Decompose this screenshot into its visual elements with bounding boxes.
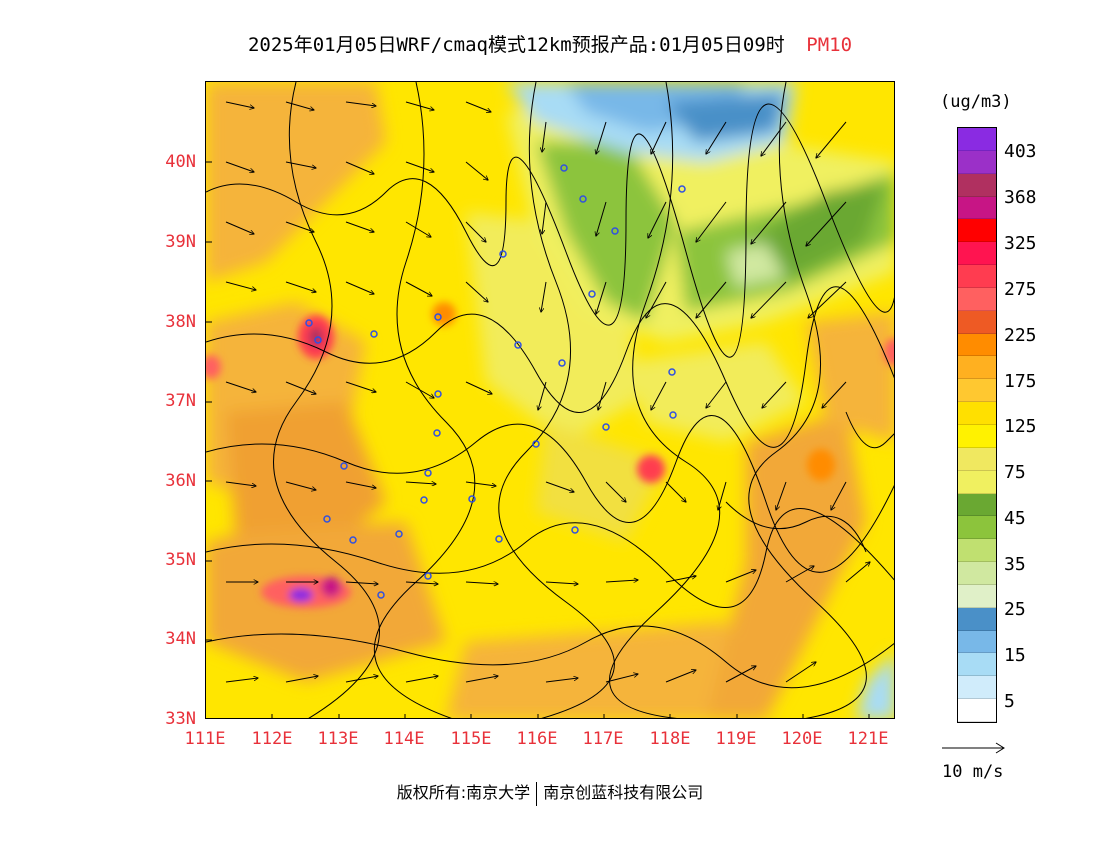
color-bar-swatch — [958, 310, 996, 334]
color-bar-swatch — [958, 242, 996, 266]
lon-label: 120E — [781, 729, 823, 749]
lat-label: 34N — [165, 629, 196, 649]
legend-label: 35 — [1004, 554, 1026, 575]
color-bar-swatch — [958, 196, 996, 220]
legend-label: 225 — [1004, 325, 1037, 346]
color-bar-swatch — [958, 584, 996, 608]
legend-label: 368 — [1004, 187, 1037, 208]
reference-vector-arrow — [942, 742, 1005, 754]
wind-vectors — [225, 101, 870, 683]
color-bar-swatch — [958, 150, 996, 174]
lat-label: 40N — [165, 152, 196, 172]
lon-label: 111E — [184, 729, 226, 749]
color-bar-swatch — [958, 653, 996, 677]
lat-label: 37N — [165, 391, 196, 411]
legend-label: 125 — [1004, 416, 1037, 437]
color-bar — [957, 127, 997, 723]
color-bar-swatch — [958, 333, 996, 357]
lon-label: 115E — [450, 729, 492, 749]
footer-separator — [536, 781, 538, 806]
legend-label: 15 — [1004, 645, 1026, 666]
color-bar-swatch — [958, 516, 996, 540]
color-bar-swatch — [958, 676, 996, 700]
lat-label: 35N — [165, 550, 196, 570]
color-bar-swatch — [958, 539, 996, 563]
color-bar-swatch — [958, 493, 996, 517]
lat-label: 33N — [165, 709, 196, 729]
legend-label: 5 — [1004, 691, 1015, 712]
legend-label: 403 — [1004, 141, 1037, 162]
forecast-map — [205, 81, 895, 719]
hotspots — [206, 302, 894, 608]
lat-label: 38N — [165, 312, 196, 332]
color-bar-swatch — [958, 699, 996, 722]
color-bar-swatch — [958, 173, 996, 197]
lat-label: 36N — [165, 471, 196, 491]
color-bar-swatch — [958, 287, 996, 311]
lon-label: 121E — [847, 729, 889, 749]
color-bar-swatch — [958, 562, 996, 585]
map-canvas — [206, 82, 894, 718]
reference-vector-label: 10 m/s — [942, 762, 1004, 782]
legend-unit: (ug/m3) — [940, 92, 1012, 112]
lon-label: 116E — [516, 729, 558, 749]
color-bar-swatch — [958, 470, 996, 494]
color-bar-swatch — [958, 379, 996, 403]
color-bar-swatch — [958, 402, 996, 425]
city-markers — [305, 164, 686, 599]
copyright-left: 版权所有:南京大学 — [396, 783, 531, 802]
legend-label: 175 — [1004, 371, 1037, 392]
lon-label: 118E — [649, 729, 691, 749]
lon-label: 112E — [251, 729, 293, 749]
copyright-footer: 版权所有:南京大学 南京创蓝科技有限公司 — [0, 779, 1100, 806]
color-bar-swatch — [958, 607, 996, 631]
legend-label: 25 — [1004, 599, 1026, 620]
lat-label: 39N — [165, 232, 196, 252]
legend-label: 275 — [1004, 279, 1037, 300]
legend-label: 75 — [1004, 462, 1026, 483]
title-variable: PM10 — [806, 34, 853, 56]
lon-label: 113E — [317, 729, 359, 749]
color-bar-swatch — [958, 128, 996, 151]
lon-label: 117E — [582, 729, 624, 749]
color-bar-swatch — [958, 219, 996, 243]
color-bar-swatch — [958, 265, 996, 288]
color-bar-swatch — [958, 424, 996, 448]
legend-label: 45 — [1004, 508, 1026, 529]
copyright-right: 南京创蓝科技有限公司 — [543, 783, 704, 802]
color-bar-swatch — [958, 356, 996, 380]
axis-ticks — [206, 161, 870, 718]
chart-title: 2025年01月05日WRF/cmaq模式12km预报产品:01月05日09时 … — [0, 30, 1100, 57]
legend-label: 325 — [1004, 233, 1037, 254]
lon-label: 114E — [383, 729, 425, 749]
color-bar-swatch — [958, 447, 996, 471]
title-main: 2025年01月05日WRF/cmaq模式12km预报产品:01月05日09时 — [247, 34, 785, 56]
boundaries — [206, 82, 894, 718]
lon-label: 119E — [715, 729, 757, 749]
color-bar-swatch — [958, 630, 996, 654]
